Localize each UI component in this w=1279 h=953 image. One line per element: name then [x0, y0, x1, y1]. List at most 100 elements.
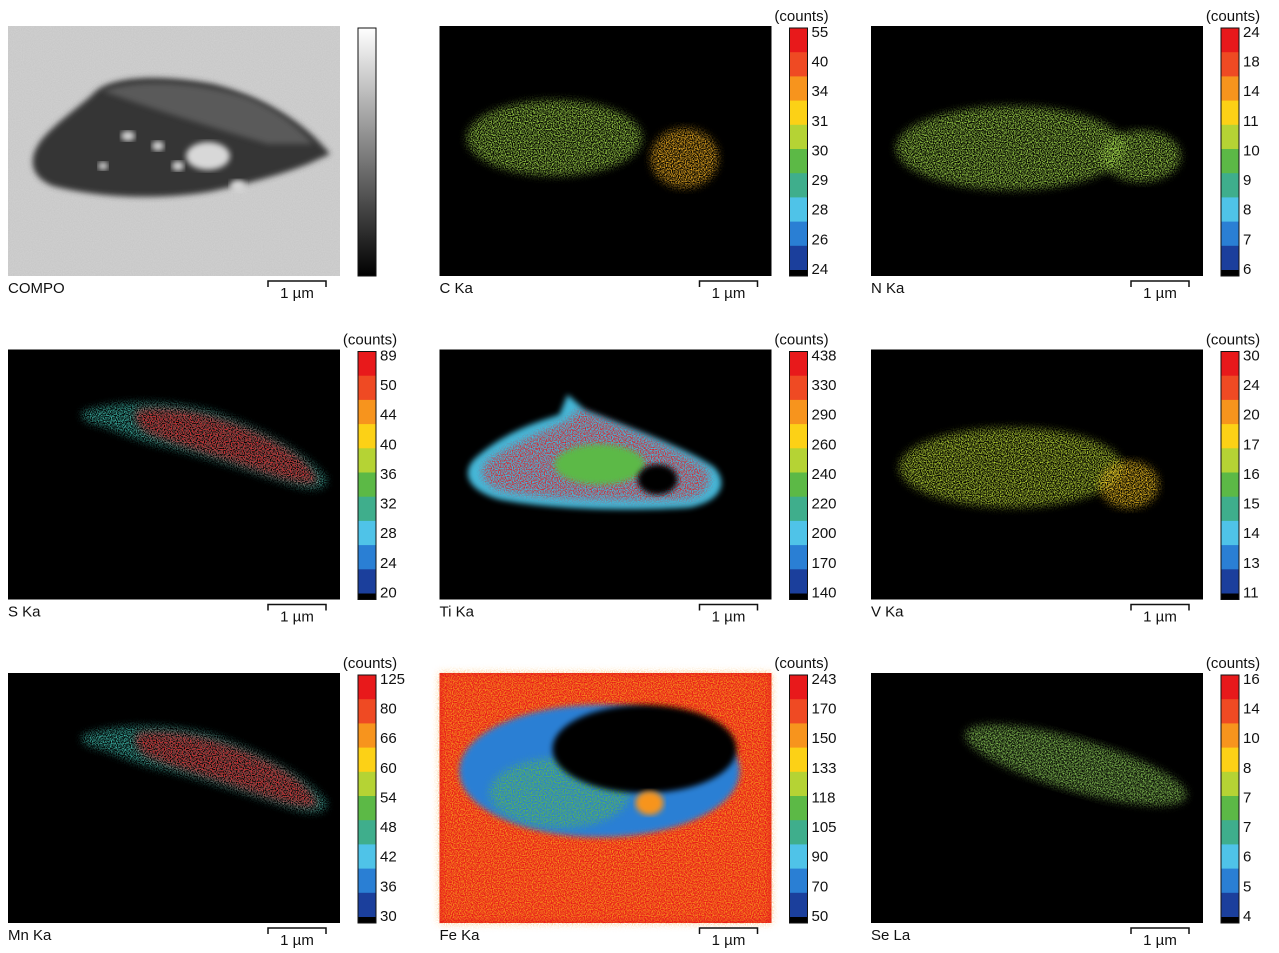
panel-label: Fe Ka: [440, 927, 481, 944]
colorbar: [1221, 675, 1239, 923]
colorbar-tick-label: 60: [380, 760, 397, 777]
colorbar-tick-label: 70: [812, 878, 829, 895]
element-map-image: [440, 673, 772, 923]
scale-bar-label: 1 µm: [712, 285, 746, 302]
colorbar-tick-label: 48: [380, 819, 397, 836]
colorbar-tick-label: 243: [812, 671, 837, 688]
colorbar-tick-label: 11: [1243, 584, 1259, 601]
colorbar-tick-label: 8: [1243, 202, 1251, 219]
colorbar-unit: (counts): [343, 655, 397, 672]
colorbar: [790, 675, 808, 923]
colorbar-tick-label: 16: [1243, 466, 1260, 483]
colorbar-tick-label: 150: [812, 730, 837, 747]
colorbar-tick-label: 20: [1243, 407, 1260, 424]
panel: Se La1 µm(counts)161410877654: [871, 655, 1260, 948]
colorbar-tick-label: 10: [1243, 730, 1260, 747]
panel-label: S Ka: [8, 603, 41, 620]
scale-bar-label: 1 µm: [1143, 932, 1177, 948]
colorbar-tick-label: 7: [1243, 789, 1251, 806]
colorbar-tick-label: 290: [812, 407, 837, 424]
colorbar: [1221, 352, 1239, 600]
colorbar-tick-label: 438: [812, 347, 837, 364]
colorbar-tick-label: 220: [812, 496, 837, 513]
scale-bar-label: 1 µm: [1143, 608, 1177, 625]
panel: Ti Ka 1 µm (counts)438 330 290 260 240 220 200 17…: [440, 331, 837, 625]
colorbar-tick-label: 90: [812, 849, 829, 866]
colorbar-tick-label: 240: [812, 466, 837, 483]
panel-label: V Ka: [871, 603, 904, 620]
colorbar-tick-label: 24: [812, 261, 829, 278]
colorbar-tick-label: 6: [1243, 849, 1251, 866]
colorbar-unit: (counts): [1206, 655, 1260, 672]
colorbar-tick-label: 80: [380, 701, 397, 718]
colorbar-tick-label: 50: [812, 908, 829, 925]
colorbar-tick-label: 14: [1243, 525, 1260, 542]
colorbar-unit: (counts): [774, 331, 828, 348]
colorbar-tick-label: 105: [812, 819, 837, 836]
colorbar-tick-label: 55: [812, 24, 829, 41]
colorbar-tick-label: 14: [1243, 83, 1260, 100]
colorbar-tick-label: 32: [380, 496, 397, 513]
panel-label: Ti Ka: [440, 603, 475, 620]
colorbar-tick-label: 17: [1243, 436, 1260, 453]
colorbar: [1221, 28, 1239, 276]
element-map-image: [8, 350, 340, 600]
element-map-image: [871, 673, 1203, 923]
colorbar-tick-label: 40: [380, 436, 397, 453]
colorbar-tick-label: 9: [1243, 172, 1251, 189]
element-map-image: [440, 350, 772, 600]
colorbar-tick-label: 330: [812, 377, 837, 394]
colorbar-tick-label: 125: [380, 671, 405, 688]
panel-label: Se La: [871, 927, 911, 944]
scale-bar-label: 1 µm: [712, 932, 746, 948]
colorbar-tick-label: 42: [380, 849, 397, 866]
colorbar-tick-label: 36: [380, 878, 397, 895]
colorbar-tick-label: 7: [1243, 819, 1251, 836]
colorbar-tick-label: 170: [812, 555, 837, 572]
colorbar-unit: (counts): [1206, 331, 1260, 348]
element-map-image: [871, 26, 1203, 276]
colorbar-tick-label: 40: [812, 54, 829, 71]
colorbar-tick-label: 260: [812, 436, 837, 453]
scale-bar-label: 1 µm: [280, 932, 314, 948]
scale-bar-label: 1 µm: [712, 608, 746, 625]
colorbar-unit: (counts): [774, 8, 828, 25]
colorbar-tick-label: 28: [380, 525, 397, 542]
panel-label: COMPO: [8, 280, 65, 297]
colorbar-tick-label: 24: [1243, 24, 1260, 41]
colorbar-tick-label: 66: [380, 730, 397, 747]
colorbar-tick-label: 5: [1243, 878, 1251, 895]
colorbar-tick-label: 34: [812, 83, 829, 100]
scale-bar-label: 1 µm: [280, 285, 314, 302]
colorbar-tick-label: 50: [380, 377, 397, 394]
colorbar-tick-label: 18: [1243, 54, 1260, 71]
colorbar-tick-label: 7: [1243, 231, 1251, 248]
element-map-image: [871, 350, 1203, 600]
colorbar-tick-label: 44: [380, 407, 397, 424]
colorbar-tick-label: 30: [1243, 347, 1260, 364]
panel-label: Mn Ka: [8, 927, 52, 944]
colorbar-tick-label: 200: [812, 525, 837, 542]
colorbar-tick-label: 29: [812, 172, 829, 189]
colorbar-tick-label: 31: [812, 113, 829, 130]
colorbar-tick-label: 30: [380, 908, 397, 925]
colorbar-tick-label: 140: [812, 584, 837, 601]
colorbar-tick-label: 13: [1243, 555, 1260, 572]
colorbar: [358, 675, 376, 923]
colorbar-tick-label: 10: [1243, 142, 1260, 159]
colorbar: [358, 352, 376, 600]
panel-label: C Ka: [440, 280, 474, 297]
colorbar: [790, 352, 808, 600]
panel: COMPO 1 µm: [8, 26, 376, 302]
colorbar-tick-label: 24: [380, 555, 397, 572]
element-map-image: [440, 26, 772, 276]
colorbar-tick-label: 133: [812, 760, 837, 777]
colorbar-tick-label: 11: [1243, 113, 1259, 130]
colorbar-unit: (counts): [774, 655, 828, 672]
colorbar: [358, 28, 376, 276]
